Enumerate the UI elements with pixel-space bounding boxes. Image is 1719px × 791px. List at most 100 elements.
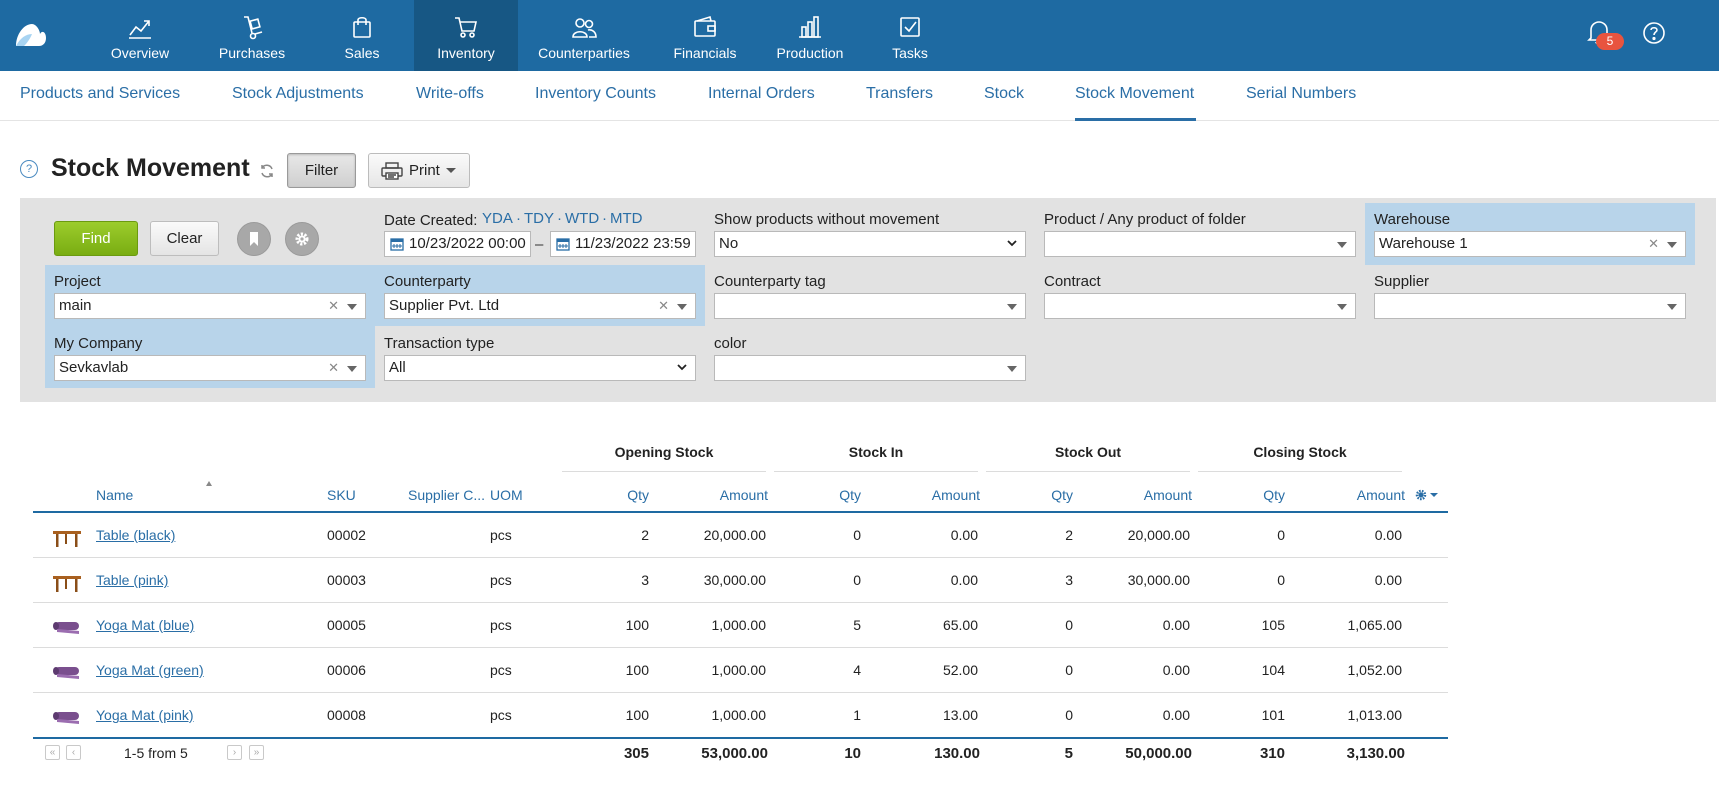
print-button[interactable]: Print <box>368 153 470 188</box>
nav-purchases[interactable]: Purchases <box>194 0 310 71</box>
page-help-icon[interactable]: ? <box>20 160 38 178</box>
col-in-amount[interactable]: Amount <box>931 487 980 503</box>
dropdown-arrow-icon <box>347 304 357 310</box>
color-input[interactable] <box>714 355 1026 381</box>
product-name-link[interactable]: Table (pink) <box>96 572 169 588</box>
col-out-qty[interactable]: Qty <box>1051 487 1073 503</box>
supplier-input[interactable] <box>1374 293 1686 319</box>
col-sku[interactable]: SKU <box>327 487 356 503</box>
transaction-type-label: Transaction type <box>384 335 495 352</box>
clear-x-icon[interactable]: ✕ <box>328 360 339 375</box>
close-amount: 1,065.00 <box>1347 617 1403 633</box>
product-name-link[interactable]: Yoga Mat (pink) <box>96 707 194 723</box>
subnav-stock-movement[interactable]: Stock Movement <box>1075 85 1195 102</box>
subnav-write-offs[interactable]: Write-offs <box>416 85 484 102</box>
nav-production[interactable]: Production <box>760 0 860 71</box>
subnav-stock-adjustments[interactable]: Stock Adjustments <box>232 85 364 102</box>
product-uom: pcs <box>490 572 512 588</box>
dropdown-arrow-icon <box>1337 242 1347 248</box>
date-to-input[interactable]: 11/23/2022 23:59 <box>550 231 696 257</box>
col-close-amount[interactable]: Amount <box>1356 487 1405 503</box>
clear-x-icon[interactable]: ✕ <box>328 298 339 313</box>
subnav-serial-numbers[interactable]: Serial Numbers <box>1246 85 1357 102</box>
in-qty: 1 <box>853 707 861 723</box>
find-button[interactable]: Find <box>54 221 138 256</box>
bookmark-button[interactable] <box>237 222 271 256</box>
subnav-internal-orders[interactable]: Internal Orders <box>708 85 815 102</box>
product-sku: 00006 <box>327 662 366 678</box>
counterparty-tag-input[interactable] <box>714 293 1026 319</box>
group-stock-out: Stock Out <box>1054 444 1122 460</box>
date-from-input[interactable]: 10/23/2022 00:00 <box>384 231 531 257</box>
table-row[interactable]: Table (pink) 00003 pcs 3 30,000.00 0 0.0… <box>33 558 1448 603</box>
product-uom: pcs <box>490 707 512 723</box>
col-in-qty[interactable]: Qty <box>839 487 861 503</box>
help-icon[interactable] <box>1642 21 1666 45</box>
my-company-input[interactable]: Sevkavlab ✕ <box>54 355 366 381</box>
gear-icon <box>295 232 309 246</box>
first-page-button[interactable]: « <box>45 745 60 760</box>
product-name-link[interactable]: Yoga Mat (blue) <box>96 617 195 633</box>
close-amount: 1,013.00 <box>1347 707 1403 723</box>
table-row[interactable]: Yoga Mat (pink) 00008 pcs 100 1,000.00 1… <box>33 693 1448 738</box>
column-settings-icon[interactable] <box>1415 489 1439 501</box>
show-without-movement-select[interactable]: No <box>714 231 1026 257</box>
col-out-amount[interactable]: Amount <box>1143 487 1192 503</box>
subnav-stock[interactable]: Stock <box>984 85 1025 102</box>
my-company-value: Sevkavlab <box>59 359 129 376</box>
col-opening-qty[interactable]: Qty <box>627 487 649 503</box>
clear-x-icon[interactable]: ✕ <box>658 298 669 313</box>
table-row[interactable]: Yoga Mat (blue) 00005 pcs 100 1,000.00 5… <box>33 603 1448 648</box>
logo-icon[interactable] <box>14 20 48 48</box>
project-input[interactable]: main ✕ <box>54 293 366 319</box>
product-sku: 00002 <box>327 527 366 543</box>
product-uom: pcs <box>490 617 512 633</box>
warehouse-input[interactable]: Warehouse 1 ✕ <box>1374 231 1686 257</box>
warehouse-label: Warehouse <box>1374 211 1451 228</box>
group-divider <box>562 471 766 472</box>
nav-overview[interactable]: Overview <box>86 0 194 71</box>
clear-button[interactable]: Clear <box>150 221 219 256</box>
total-out-qty: 5 <box>1064 745 1073 762</box>
quick-range-tdy[interactable]: TDY <box>524 210 554 227</box>
notification-badge[interactable]: 5 <box>1596 33 1624 50</box>
col-close-qty[interactable]: Qty <box>1263 487 1285 503</box>
nav-label: Sales <box>344 45 380 61</box>
opening-qty: 100 <box>625 707 649 723</box>
nav-inventory[interactable]: Inventory <box>414 0 518 71</box>
quick-range-yda[interactable]: YDA <box>482 210 513 227</box>
col-supplier-code[interactable]: Supplier C... <box>408 487 486 503</box>
nav-tasks[interactable]: Tasks <box>860 0 960 71</box>
quick-range-mtd[interactable]: MTD <box>610 210 643 227</box>
contract-input[interactable] <box>1044 293 1356 319</box>
in-qty: 0 <box>853 527 861 543</box>
filter-button[interactable]: Filter <box>287 153 356 188</box>
col-uom[interactable]: UOM <box>490 487 523 503</box>
nav-sales[interactable]: Sales <box>310 0 414 71</box>
product-name-link[interactable]: Yoga Mat (green) <box>96 662 204 678</box>
transaction-type-select[interactable]: All <box>384 355 696 381</box>
subnav-products-and-services[interactable]: Products and Services <box>20 85 181 102</box>
subnav-inventory-counts[interactable]: Inventory Counts <box>535 85 656 102</box>
nav-label: Purchases <box>218 45 286 61</box>
prev-page-button[interactable]: ‹ <box>66 745 81 760</box>
col-opening-amount[interactable]: Amount <box>719 487 768 503</box>
out-amount: 0.00 <box>1162 707 1190 723</box>
table-row[interactable]: Table (black) 00002 pcs 2 20,000.00 0 0.… <box>33 513 1448 558</box>
table-row[interactable]: Yoga Mat (green) 00006 pcs 100 1,000.00 … <box>33 648 1448 693</box>
nav-financials[interactable]: Financials <box>650 0 760 71</box>
out-amount: 0.00 <box>1162 662 1190 678</box>
quick-range-wtd[interactable]: WTD <box>565 210 600 227</box>
subnav-transfers[interactable]: Transfers <box>866 85 933 102</box>
counterparty-input[interactable]: Supplier Pvt. Ltd ✕ <box>384 293 696 319</box>
clear-x-icon[interactable]: ✕ <box>1648 236 1659 251</box>
product-name-link[interactable]: Table (black) <box>96 527 176 543</box>
product-input[interactable] <box>1044 231 1356 257</box>
next-page-button[interactable]: › <box>227 745 242 760</box>
last-page-button[interactable]: » <box>249 745 264 760</box>
col-name[interactable]: Name <box>96 487 134 503</box>
refresh-icon[interactable] <box>259 163 275 179</box>
nav-counterparties[interactable]: Counterparties <box>518 0 650 71</box>
dropdown-arrow-icon <box>1007 304 1017 310</box>
settings-button[interactable] <box>285 222 319 256</box>
